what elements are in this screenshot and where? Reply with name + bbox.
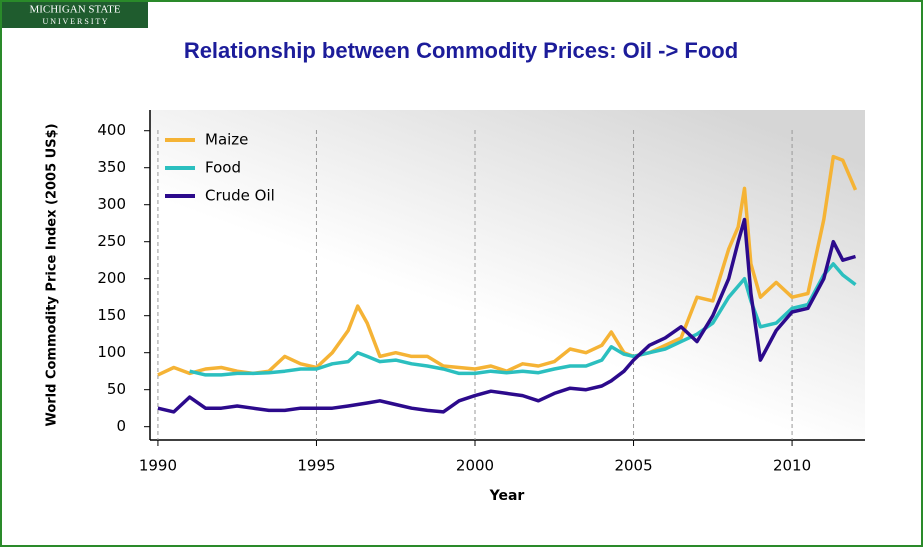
legend-label: Maize [205, 131, 248, 149]
legend-label: Crude Oil [205, 187, 275, 205]
logo-subtext: U N I V E R S I T Y [42, 17, 107, 26]
x-tick-label: 2005 [614, 457, 652, 475]
y-tick-label: 400 [97, 121, 126, 139]
x-tick-label: 2000 [456, 457, 494, 475]
x-axis-label: Year [489, 488, 525, 504]
y-tick-label: 100 [97, 343, 126, 361]
y-tick-label: 0 [116, 417, 126, 435]
y-axis-label: World Commodity Price Index (2005 US$) [45, 123, 60, 426]
y-tick-label: 50 [107, 380, 126, 398]
x-tick-label: 1990 [139, 457, 177, 475]
legend-label: Food [205, 159, 241, 177]
y-tick-label: 250 [97, 232, 126, 250]
x-tick-label: 1995 [297, 457, 335, 475]
y-tick-label: 200 [97, 269, 126, 287]
y-tick-label: 350 [97, 158, 126, 176]
y-tick-label: 150 [97, 306, 126, 324]
y-tick-label: 300 [97, 195, 126, 213]
logo-box [2, 2, 148, 28]
plot-area [150, 110, 865, 440]
logo-text: MICHIGAN STATE [29, 4, 120, 16]
series-line [157, 217, 856, 414]
series-line [157, 154, 858, 377]
x-tick-label: 2010 [773, 457, 811, 475]
chart-title: Relationship between Commodity Prices: O… [184, 38, 738, 63]
